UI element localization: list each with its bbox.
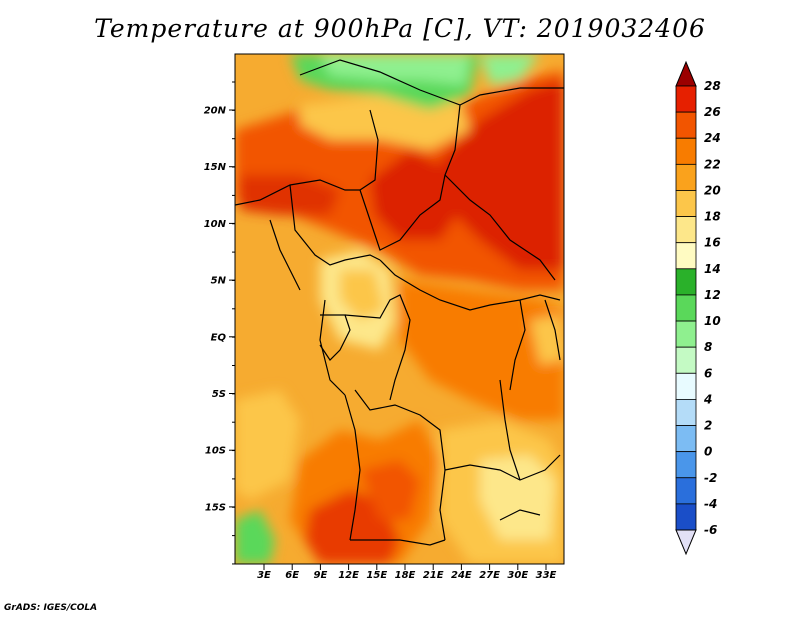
colorbar-label: 24 xyxy=(704,131,721,145)
colorbar-swatch xyxy=(675,320,697,348)
colorbar-swatch xyxy=(675,294,697,322)
colorbar-label: 10 xyxy=(704,314,721,328)
colorbar-swatch xyxy=(675,451,697,479)
lon-tick-label: 33E xyxy=(536,570,557,581)
colorbar-label: 26 xyxy=(704,105,721,119)
lat-tick-label: 5N xyxy=(211,276,227,287)
longitude-axis: 3E 6E 9E 12E 15E 18E 21E 24E 27E 30E 33E xyxy=(257,564,557,581)
lon-tick-label: 27E xyxy=(479,570,500,581)
chart-title: Temperature at 900hPa [C], VT: 201903240… xyxy=(94,14,706,43)
colorbar-swatch xyxy=(675,137,697,165)
colorbar-swatch xyxy=(675,216,697,244)
credit-label: GrADS: IGES/COLA xyxy=(4,603,98,613)
colorbar-swatch xyxy=(675,503,697,531)
colorbar-label: 8 xyxy=(704,340,712,354)
colorbar-swatch xyxy=(675,477,697,505)
colorbar-swatch xyxy=(675,111,697,139)
country-borders xyxy=(235,59,564,546)
colorbar-label: 6 xyxy=(704,366,712,380)
lon-tick-label: 15E xyxy=(366,570,387,581)
temperature-field xyxy=(235,54,564,564)
lon-tick-label: 30E xyxy=(507,570,528,581)
latitude-axis: 20N 15N 10N 5N EQ 5S 10S 15S xyxy=(204,81,235,565)
colorbar-label: 18 xyxy=(704,210,721,224)
lat-tick-label: 5S xyxy=(212,389,226,400)
lat-tick-label: EQ xyxy=(211,332,227,343)
colorbar-swatch xyxy=(675,190,697,217)
colorbar-swatch xyxy=(675,85,697,113)
lat-tick-label: 15S xyxy=(205,502,226,513)
lat-tick-label: 10N xyxy=(204,219,227,230)
lon-tick-label: 21E xyxy=(423,570,444,581)
colorbar-swatch xyxy=(675,268,697,296)
lat-tick-label: 20N xyxy=(204,106,227,117)
colorbar-swatch xyxy=(675,399,697,426)
colorbar-label: 16 xyxy=(704,236,721,250)
colorbar-label: 0 xyxy=(704,445,712,459)
colorbar-label: 4 xyxy=(703,392,712,406)
lon-tick-label: 18E xyxy=(395,570,416,581)
colorbar-label: 12 xyxy=(704,288,721,302)
lat-tick-label: 10S xyxy=(205,446,226,457)
lon-tick-label: 24E xyxy=(451,570,472,581)
colorbar-label: 28 xyxy=(704,79,721,93)
colorbar-swatch xyxy=(675,346,697,374)
colorbar-label: 2 xyxy=(704,419,712,433)
colorbar-label: 14 xyxy=(704,262,721,276)
colorbar-label: 22 xyxy=(704,157,721,171)
colorbar-label: -4 xyxy=(704,497,717,511)
colorbar-swatch xyxy=(675,163,697,191)
lon-tick-label: 6E xyxy=(285,570,299,581)
colorbar-label: 20 xyxy=(704,183,721,197)
lon-tick-label: 3E xyxy=(257,570,271,581)
colorbar-swatch xyxy=(675,372,697,400)
lon-tick-label: 9E xyxy=(314,570,328,581)
colorbar-label: -2 xyxy=(704,471,717,485)
colorbar-swatch xyxy=(675,242,697,270)
colorbar-label: -6 xyxy=(704,523,717,537)
lon-tick-label: 12E xyxy=(338,570,359,581)
colorbar-bottom-arrow xyxy=(675,529,697,556)
colorbar-top-arrow xyxy=(675,60,697,87)
colorbar-swatch xyxy=(675,425,697,453)
lat-tick-label: 15N xyxy=(204,162,227,173)
